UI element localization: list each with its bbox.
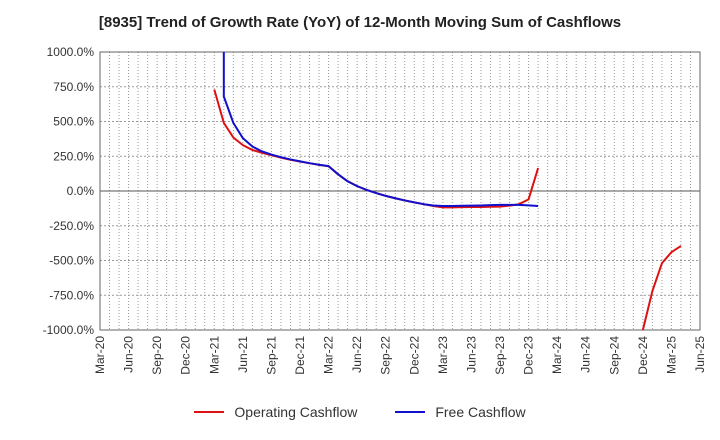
y-tick-label: 250.0% bbox=[53, 149, 94, 163]
x-tick-label: Jun-20 bbox=[122, 336, 136, 373]
x-tick-label: Mar-20 bbox=[93, 336, 107, 374]
x-tick-label: Jun-24 bbox=[579, 336, 593, 373]
legend-item-free-cashflow: Free Cashflow bbox=[395, 404, 526, 420]
y-tick-label: 1000.0% bbox=[47, 45, 95, 59]
x-tick-label: Dec-24 bbox=[636, 336, 650, 375]
y-tick-label: -750.0% bbox=[49, 288, 94, 302]
x-tick-label: Dec-22 bbox=[407, 336, 421, 375]
x-tick-label: Mar-22 bbox=[322, 336, 336, 374]
y-tick-label: -500.0% bbox=[49, 254, 94, 268]
x-tick-label: Jun-23 bbox=[464, 336, 478, 373]
legend-swatch-operating bbox=[194, 411, 225, 413]
y-tick-label: -1000.0% bbox=[43, 323, 95, 337]
axes bbox=[99, 51, 701, 331]
legend-item-operating-cashflow: Operating Cashflow bbox=[194, 404, 357, 420]
x-tick-label: Dec-21 bbox=[293, 336, 307, 375]
plot-frame bbox=[99, 51, 701, 331]
x-tick-label: Mar-24 bbox=[550, 336, 564, 374]
series-line-operating-cashflow bbox=[641, 245, 682, 330]
x-tick-label: Jun-22 bbox=[350, 336, 364, 373]
grid bbox=[99, 51, 701, 331]
x-tick-label: Mar-23 bbox=[436, 336, 450, 374]
y-tick-label: 500.0% bbox=[53, 115, 94, 129]
x-tick-label: Sep-23 bbox=[493, 336, 507, 375]
x-tick-label: Mar-25 bbox=[664, 336, 678, 374]
y-tick-label: 0.0% bbox=[67, 184, 95, 198]
legend-label-free: Free Cashflow bbox=[435, 404, 526, 420]
x-tick-label: Mar-21 bbox=[207, 336, 221, 374]
series-line-free-cashflow bbox=[222, 52, 539, 208]
x-tick-label: Sep-21 bbox=[264, 336, 278, 375]
legend-label-operating: Operating Cashflow bbox=[234, 404, 358, 420]
x-tick-label: Dec-23 bbox=[522, 336, 536, 375]
legend-swatch-free bbox=[395, 411, 426, 413]
x-tick-label: Sep-24 bbox=[607, 336, 621, 375]
legend: Operating Cashflow Free Cashflow bbox=[0, 404, 720, 420]
series-lines bbox=[213, 52, 682, 330]
y-tick-label: -250.0% bbox=[49, 219, 94, 233]
x-tick-label: Sep-20 bbox=[150, 336, 164, 375]
x-tick-label: Jun-25 bbox=[693, 336, 707, 373]
x-tick-label: Sep-22 bbox=[379, 336, 393, 375]
x-tick-labels: Mar-20 Jun-20 Sep-20 Dec-20 Mar-21 Jun-21 Sep-… bbox=[93, 336, 707, 375]
x-tick-label: Jun-21 bbox=[236, 336, 250, 373]
x-tick-label: Dec-20 bbox=[179, 336, 193, 375]
y-tick-labels: 1000.0% 750.0% 500.0% 250.0% 0.0% -250.0% -500… bbox=[43, 45, 95, 337]
y-tick-label: 750.0% bbox=[53, 80, 94, 94]
chart-title: [8935] Trend of Growth Rate (YoY) of 12-… bbox=[98, 14, 622, 31]
